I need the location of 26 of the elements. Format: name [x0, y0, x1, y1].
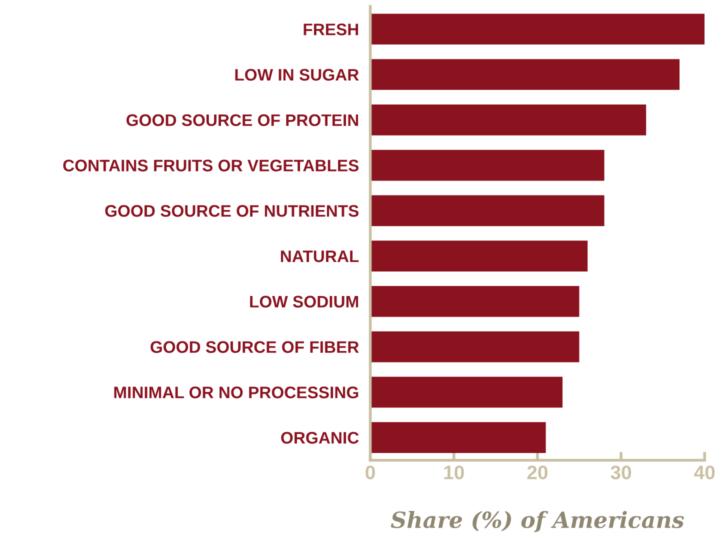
bar — [370, 422, 546, 453]
y-tick-label: CONTAINS FRUITS OR VEGETABLES — [63, 160, 359, 172]
x-tick-label: 20 — [527, 466, 548, 480]
y-tick-label: LOW IN SUGAR — [235, 68, 359, 81]
y-tick-label: LOW SODIUM — [250, 296, 358, 308]
bar — [370, 14, 705, 45]
x-tick-label: 10 — [444, 466, 464, 480]
y-tick-label: FRESH — [304, 24, 358, 36]
bar — [370, 195, 604, 226]
bar — [370, 59, 680, 90]
bar — [370, 286, 580, 317]
bar — [370, 150, 604, 181]
y-tick-label: NATURAL — [280, 250, 359, 262]
bar — [370, 331, 580, 362]
x-tick-label: 40 — [694, 466, 715, 480]
bar — [370, 376, 563, 408]
x-tick-label: 30 — [610, 466, 632, 480]
y-tick-label: ORGANIC — [281, 432, 359, 444]
bar — [370, 104, 646, 136]
y-tick-label: GOOD SOURCE OF NUTRIENTS — [105, 205, 359, 217]
y-tick-label: MINIMAL OR NO PROCESSING — [114, 386, 358, 398]
y-tick-label: GOOD SOURCE OF FIBER — [150, 341, 359, 353]
y-tick-label: GOOD SOURCE OF PROTEIN — [126, 114, 358, 126]
x-tick-label: 0 — [366, 466, 375, 480]
x-axis-title: Share (%) of Americans — [390, 510, 684, 532]
bar — [370, 240, 588, 272]
